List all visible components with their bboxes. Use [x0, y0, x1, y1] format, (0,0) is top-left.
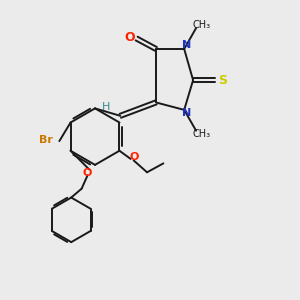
Text: CH₃: CH₃: [192, 129, 211, 139]
Text: H: H: [102, 102, 110, 112]
Text: N: N: [182, 40, 191, 50]
Text: O: O: [83, 168, 92, 178]
Text: CH₃: CH₃: [192, 20, 211, 30]
Text: Br: Br: [39, 135, 53, 145]
Text: O: O: [130, 152, 139, 161]
Text: S: S: [218, 74, 227, 87]
Text: O: O: [124, 31, 134, 44]
Text: N: N: [182, 108, 191, 118]
